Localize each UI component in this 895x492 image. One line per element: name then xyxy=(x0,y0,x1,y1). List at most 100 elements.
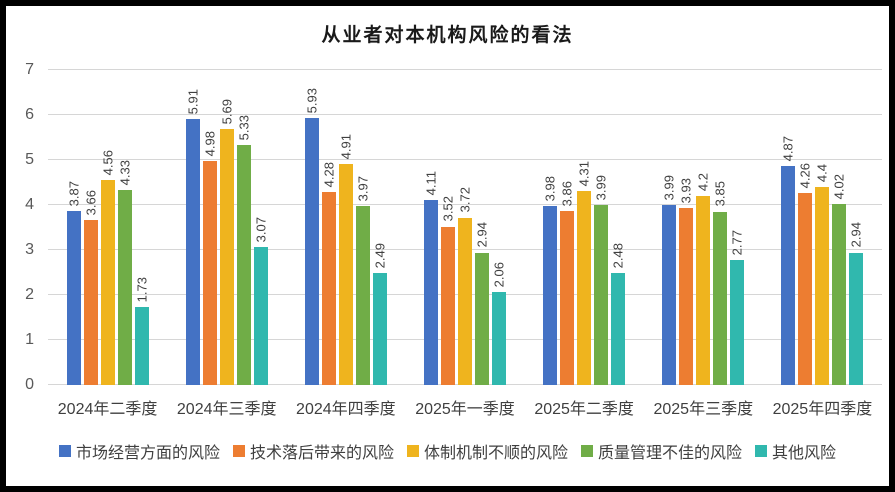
bar: 4.98 xyxy=(202,131,217,385)
y-tick-label: 5 xyxy=(25,151,34,168)
legend-swatch-icon xyxy=(581,445,593,457)
bar-data-label: 4.26 xyxy=(797,163,813,189)
bar: 4.2 xyxy=(696,173,711,385)
bar: 2.48 xyxy=(611,243,626,385)
bar: 3.99 xyxy=(662,175,677,385)
gridline xyxy=(48,69,882,70)
bar-data-label: 4.87 xyxy=(780,135,796,161)
bar-data-label: 2.48 xyxy=(610,243,626,269)
bar-group: 3.99 3.93 4.2 3.85 2.77 xyxy=(644,70,763,385)
bar: 3.52 xyxy=(440,196,455,385)
bar-group: 5.91 4.98 5.69 5.33 3.07 xyxy=(167,70,286,385)
bar: 4.33 xyxy=(117,160,132,385)
bar-data-label: 3.97 xyxy=(355,176,371,202)
bar: 1.73 xyxy=(134,277,149,385)
bar: 4.87 xyxy=(781,136,796,385)
x-axis-label: 2024年二季度 xyxy=(57,401,158,418)
bar-data-label: 3.99 xyxy=(593,175,609,201)
bar-data-label: 5.33 xyxy=(236,114,252,141)
legend-swatch-icon xyxy=(755,445,768,457)
bar: 3.93 xyxy=(679,178,694,385)
legend-swatch-icon xyxy=(58,445,71,457)
x-axis-label: 2024年四季度 xyxy=(296,401,396,418)
bar: 4.56 xyxy=(100,150,115,385)
x-axis-label: 2024年三季度 xyxy=(176,401,277,418)
legend-label: 质量管理不佳的风险 xyxy=(598,445,743,462)
bar: 2.49 xyxy=(372,243,387,385)
bar: 4.11 xyxy=(423,171,438,385)
y-tick-label: 4 xyxy=(25,196,34,213)
legend-label: 其他风险 xyxy=(772,445,837,462)
legend-swatch-icon xyxy=(232,445,245,457)
bar-group: 3.87 3.66 4.56 4.33 1.73 xyxy=(48,70,167,385)
bar: 2.94 xyxy=(474,222,489,385)
y-tick-label: 7 xyxy=(25,61,34,78)
bar-data-label: 4.56 xyxy=(100,149,116,175)
bar-data-label: 4.31 xyxy=(576,160,592,187)
legend-item: 技术落后带来的风险 xyxy=(232,439,394,463)
bar: 4.02 xyxy=(832,174,847,385)
y-tick-label: 0 xyxy=(25,376,34,393)
y-tick-label: 3 xyxy=(25,241,34,258)
bar-data-label: 2.94 xyxy=(474,222,490,248)
bar: 2.77 xyxy=(730,230,745,385)
bar: 2.06 xyxy=(491,262,506,385)
bar: 3.72 xyxy=(457,187,472,385)
bar-groups: 3.87 3.66 4.56 4.33 1.73 5.91 4.98 5.69 5.33 3.07… xyxy=(48,70,882,385)
bar-data-label: 4.98 xyxy=(202,130,218,156)
bar-data-label: 4.33 xyxy=(117,159,133,186)
bar-group: 5.93 4.28 4.91 3.97 2.49 xyxy=(286,70,405,385)
x-axis-label: 2025年四季度 xyxy=(772,401,873,418)
legend: 市场经营方面的风险 技术落后带来的风险 体制机制不顺的风险 质量管理不佳的风险 其他风险 xyxy=(6,439,889,463)
chart-title: 从业者对本机构风险的看法 xyxy=(321,25,574,46)
bar-data-label: 4.4 xyxy=(814,163,830,182)
plot-area: 3.87 3.66 4.56 4.33 1.73 5.91 4.98 5.69 5.33 3.07… xyxy=(48,69,882,385)
bar-data-label: 5.93 xyxy=(304,87,320,114)
legend-item: 体制机制不顺的风险 xyxy=(406,439,568,463)
bar-data-label: 2.06 xyxy=(491,262,507,288)
legend-item: 质量管理不佳的风险 xyxy=(581,439,742,463)
y-tick-label: 1 xyxy=(25,331,34,348)
gridline xyxy=(48,114,882,115)
bar: 3.99 xyxy=(594,175,609,385)
bar: 4.26 xyxy=(798,163,813,385)
bar-data-label: 5.91 xyxy=(185,88,201,115)
bar: 3.98 xyxy=(543,176,558,385)
bar-data-label: 3.07 xyxy=(253,216,269,242)
gridline xyxy=(48,159,882,160)
gridline xyxy=(48,204,882,205)
bar-group: 4.87 4.26 4.4 4.02 2.94 xyxy=(763,70,882,385)
x-axis: 2024年二季度 2024年三季度 2024年四季度 2025年一季度 2025年二季度… xyxy=(48,395,882,419)
x-axis-label: 2025年二季度 xyxy=(534,401,634,418)
bar-data-label: 4.28 xyxy=(321,162,337,188)
bar: 4.91 xyxy=(338,134,353,385)
bar: 5.91 xyxy=(185,89,200,385)
bar-data-label: 4.2 xyxy=(695,172,711,191)
bar-data-label: 4.91 xyxy=(338,133,354,160)
bar-data-label: 3.85 xyxy=(712,181,728,207)
bar-group: 4.11 3.52 3.72 2.94 2.06 xyxy=(405,70,524,385)
bar: 3.85 xyxy=(713,181,728,385)
bar: 5.93 xyxy=(304,88,319,385)
bar-data-label: 3.99 xyxy=(661,175,677,201)
bar-data-label: 3.98 xyxy=(542,175,558,201)
legend-label: 体制机制不顺的风险 xyxy=(423,445,568,462)
bar-data-label: 2.94 xyxy=(848,222,864,248)
bar-data-label: 3.87 xyxy=(66,180,82,206)
bar-data-label: 3.52 xyxy=(440,196,456,222)
bar: 5.69 xyxy=(219,99,234,385)
y-axis: 0 1 2 3 4 5 6 7 xyxy=(6,61,48,393)
bar: 4.28 xyxy=(321,162,336,385)
y-tick-label: 2 xyxy=(25,286,34,303)
x-axis-label: 2025年三季度 xyxy=(653,401,754,418)
bar-data-label: 3.66 xyxy=(83,190,99,216)
legend-label: 市场经营方面的风险 xyxy=(75,445,220,462)
legend-swatch-icon xyxy=(406,445,419,457)
bar: 3.86 xyxy=(560,181,575,385)
bar: 3.66 xyxy=(83,190,98,385)
bar-data-label: 3.72 xyxy=(457,187,473,213)
y-tick-label: 6 xyxy=(25,106,34,123)
legend-item: 市场经营方面的风险 xyxy=(58,439,220,463)
bar-data-label: 2.49 xyxy=(372,242,388,268)
